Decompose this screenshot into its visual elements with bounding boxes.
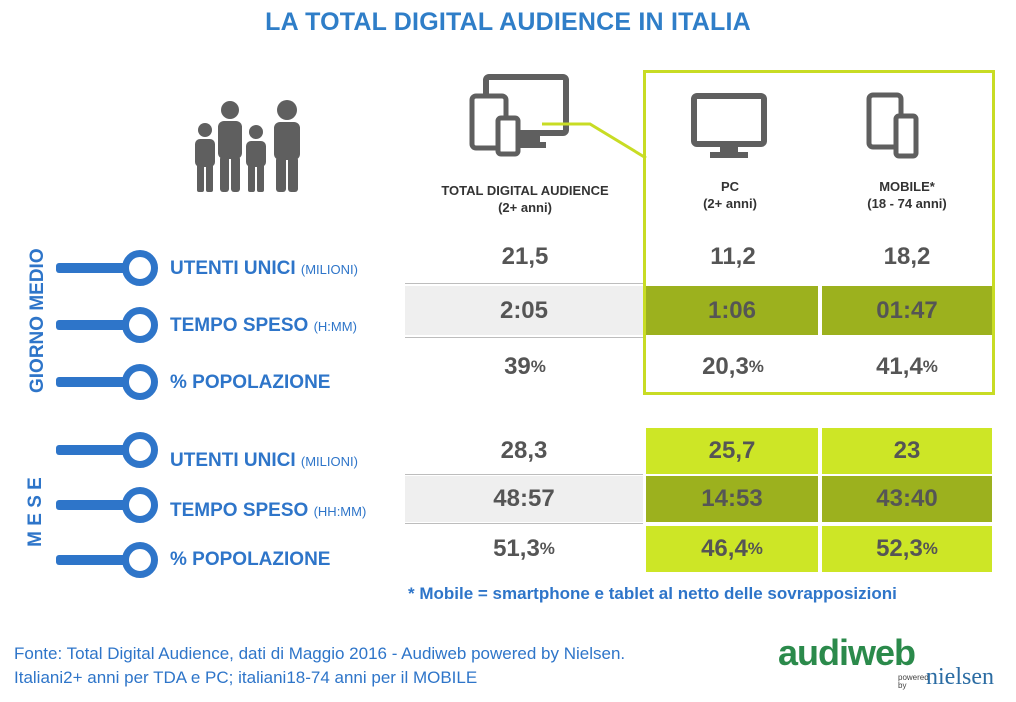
row-label: UTENTI UNICI (MILIONI) <box>170 450 358 472</box>
section-label-mese: M E S E <box>25 477 46 547</box>
column-header-pc-line1: PC <box>720 179 740 194</box>
cell-value: 39 <box>504 353 531 380</box>
row-label: % POPOLAZIONE <box>170 549 330 571</box>
cell-percent-sign: % <box>922 357 938 376</box>
cell-pc: 46,4% <box>646 526 818 572</box>
row-label: % POPOLAZIONE <box>170 372 330 394</box>
row-label: TEMPO SPESO (HH:MM) <box>170 500 366 522</box>
column-header-mobile-line2: (18 - 74 anni) <box>867 196 947 211</box>
cell-percent-sign: % <box>748 357 764 376</box>
row-label-text: TEMPO SPESO <box>170 315 309 336</box>
cell-value: 46,4 <box>701 535 748 562</box>
nielsen-logo: nielsen <box>926 664 994 690</box>
row-label-text: UTENTI UNICI <box>170 258 296 279</box>
mobile-devices-icon <box>866 92 919 159</box>
logo-powered-by: powered by <box>898 673 929 690</box>
cell-value: 41,4 <box>876 353 923 380</box>
cell-value: 20,3 <box>702 353 749 380</box>
row-bullet-ring <box>122 487 158 523</box>
row-label-unit: (HH:MM) <box>313 504 367 519</box>
row-bullet-line <box>56 377 136 387</box>
source-line-2: Italiani2+ anni per TDA e PC; italiani18… <box>14 668 478 687</box>
cell-tda: 28,3 <box>405 428 643 474</box>
family-icon <box>195 100 300 192</box>
cell-mobile: 52,3% <box>822 526 992 572</box>
cell-value: 23 <box>893 437 921 464</box>
column-header-tda: TOTAL DIGITAL AUDIENCE (2+ anni) <box>420 182 630 216</box>
row-bullet-line <box>56 500 136 510</box>
cell-value: 48:57 <box>493 485 555 512</box>
footnote: * Mobile = smartphone e tablet al netto … <box>408 584 897 603</box>
source-line-1: Fonte: Total Digital Audience, dati di M… <box>14 644 626 663</box>
connector-line <box>542 122 647 160</box>
section-label-giorno-medio: GIORNO MEDIO <box>27 248 48 393</box>
cell-mobile: 41,4% <box>822 342 992 392</box>
row-bullet-ring <box>122 364 158 400</box>
row-bullet-line <box>56 555 136 565</box>
cell-percent-sign: % <box>747 539 763 558</box>
cell-value: 01:47 <box>876 296 938 324</box>
cell-pc: 1:06 <box>646 286 818 335</box>
cell-value: 18,2 <box>883 243 931 270</box>
cell-mobile: 43:40 <box>822 476 992 522</box>
row-label-unit: (H:MM) <box>313 319 357 334</box>
row-separator <box>405 523 643 524</box>
cell-tda: 2:05 <box>405 286 643 335</box>
cell-percent-sign: % <box>539 539 555 558</box>
row-label-unit: (MILIONI) <box>300 454 358 469</box>
cell-value: 25,7 <box>708 437 756 464</box>
row-label-unit: (MILIONI) <box>300 262 358 277</box>
column-header-pc-line2: (2+ anni) <box>703 196 757 211</box>
row-bullet-ring <box>122 432 158 468</box>
cell-pc: 11,2 <box>648 232 818 282</box>
row-bullet-line <box>56 445 136 455</box>
row-label-text: % POPOLAZIONE <box>170 372 331 393</box>
row-label-text: UTENTI UNICI <box>170 450 296 471</box>
cell-value: 21,5 <box>501 243 549 270</box>
audiweb-logo: audiweb <box>778 632 916 673</box>
devices-icon <box>469 74 569 157</box>
page-title: LA TOTAL DIGITAL AUDIENCE IN ITALIA <box>265 8 751 36</box>
cell-pc: 25,7 <box>646 428 818 474</box>
column-header-tda-line1: TOTAL DIGITAL AUDIENCE <box>441 183 609 198</box>
cell-value: 14:53 <box>701 485 763 512</box>
row-separator <box>405 474 643 475</box>
column-header-mobile: MOBILE* (18 - 74 anni) <box>832 178 982 212</box>
row-label: TEMPO SPESO (H:MM) <box>170 315 357 337</box>
column-header-mobile-line1: MOBILE* <box>879 179 935 194</box>
cell-value: 43:40 <box>876 485 938 512</box>
row-label-text: TEMPO SPESO <box>170 500 309 521</box>
pc-mobile-frame <box>643 70 995 395</box>
cell-value: 51,3 <box>493 535 540 562</box>
cell-value: 28,3 <box>500 437 548 464</box>
column-header-tda-line2: (2+ anni) <box>498 200 552 215</box>
row-separator <box>405 283 643 284</box>
cell-tda: 39% <box>405 342 645 392</box>
monitor-icon <box>691 93 767 158</box>
row-bullet-line <box>56 320 136 330</box>
row-bullet-ring <box>122 307 158 343</box>
cell-mobile: 23 <box>822 428 992 474</box>
row-separator <box>405 337 643 338</box>
cell-value: 11,2 <box>710 243 756 270</box>
cell-tda: 21,5 <box>405 232 645 282</box>
row-bullet-ring <box>122 250 158 286</box>
row-label-text: % POPOLAZIONE <box>170 549 331 570</box>
cell-percent-sign: % <box>530 357 546 376</box>
cell-tda: 48:57 <box>405 476 643 522</box>
cell-pc: 14:53 <box>646 476 818 522</box>
cell-mobile: 18,2 <box>822 232 992 282</box>
cell-pc: 20,3% <box>648 342 818 392</box>
row-bullet-ring <box>122 542 158 578</box>
row-label: UTENTI UNICI (MILIONI) <box>170 258 358 280</box>
cell-value: 1:06 <box>707 296 757 324</box>
cell-percent-sign: % <box>922 539 938 558</box>
cell-tda: 51,3% <box>405 526 643 572</box>
cell-value: 52,3 <box>876 535 923 562</box>
cell-mobile: 01:47 <box>822 286 992 335</box>
cell-value: 2:05 <box>499 296 549 324</box>
column-header-pc: PC (2+ anni) <box>660 178 800 212</box>
row-bullet-line <box>56 263 136 273</box>
